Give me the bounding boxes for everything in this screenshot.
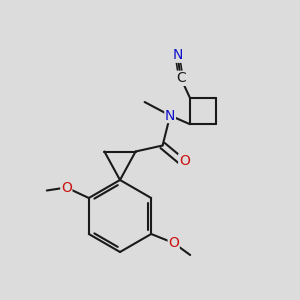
Text: O: O (61, 181, 72, 194)
Text: O: O (179, 154, 190, 168)
Text: O: O (168, 236, 179, 250)
Text: C: C (176, 71, 186, 85)
Text: N: N (173, 48, 183, 62)
Text: N: N (165, 109, 175, 122)
